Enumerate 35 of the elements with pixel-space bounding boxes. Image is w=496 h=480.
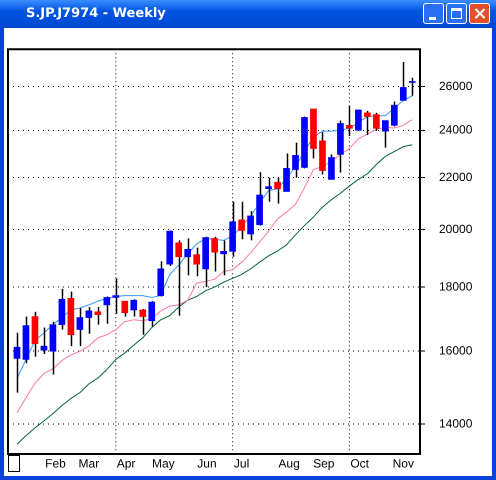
y-tick-label: 18000 bbox=[439, 279, 473, 294]
candlestick bbox=[139, 308, 146, 336]
candlestick bbox=[86, 306, 92, 335]
candlestick bbox=[391, 100, 398, 128]
candlestick bbox=[400, 61, 407, 102]
candlestick bbox=[328, 154, 335, 180]
x-tick-label: Feb bbox=[45, 456, 66, 471]
candlestick bbox=[94, 306, 102, 326]
y-tick-label: 14000 bbox=[439, 416, 473, 430]
candlestick bbox=[148, 300, 156, 328]
x-tick-label: Mar bbox=[78, 456, 100, 471]
x-tick-label: May bbox=[152, 456, 175, 471]
candlestick bbox=[184, 238, 192, 276]
x-tick-label: Jul bbox=[234, 456, 250, 471]
candlestick bbox=[130, 298, 138, 318]
y-tick-label: 22000 bbox=[439, 170, 473, 184]
x-tick-label: Nov bbox=[392, 456, 414, 471]
candlestick bbox=[211, 236, 218, 272]
x-tick-label: Aug bbox=[278, 456, 300, 471]
chart-title: S.JP.J7974 - Weekly bbox=[26, 6, 166, 21]
candlestick bbox=[76, 307, 84, 347]
x-tick-label: Jun bbox=[197, 456, 217, 471]
candlestick bbox=[104, 296, 110, 324]
x-tick-label: Sep bbox=[313, 456, 335, 471]
candlestick bbox=[283, 152, 290, 192]
x-tick-label: Oct bbox=[350, 456, 370, 471]
x-tick-label: Apr bbox=[116, 456, 136, 471]
candlestick bbox=[121, 300, 128, 318]
y-tick-label: 20000 bbox=[439, 222, 473, 236]
candlestick bbox=[247, 210, 254, 242]
y-tick-label: 24000 bbox=[439, 122, 473, 137]
y-tick-label: 26000 bbox=[439, 78, 473, 93]
candlestick bbox=[220, 240, 227, 276]
y-tick-label: 16000 bbox=[439, 344, 473, 358]
candlestick bbox=[193, 246, 200, 278]
